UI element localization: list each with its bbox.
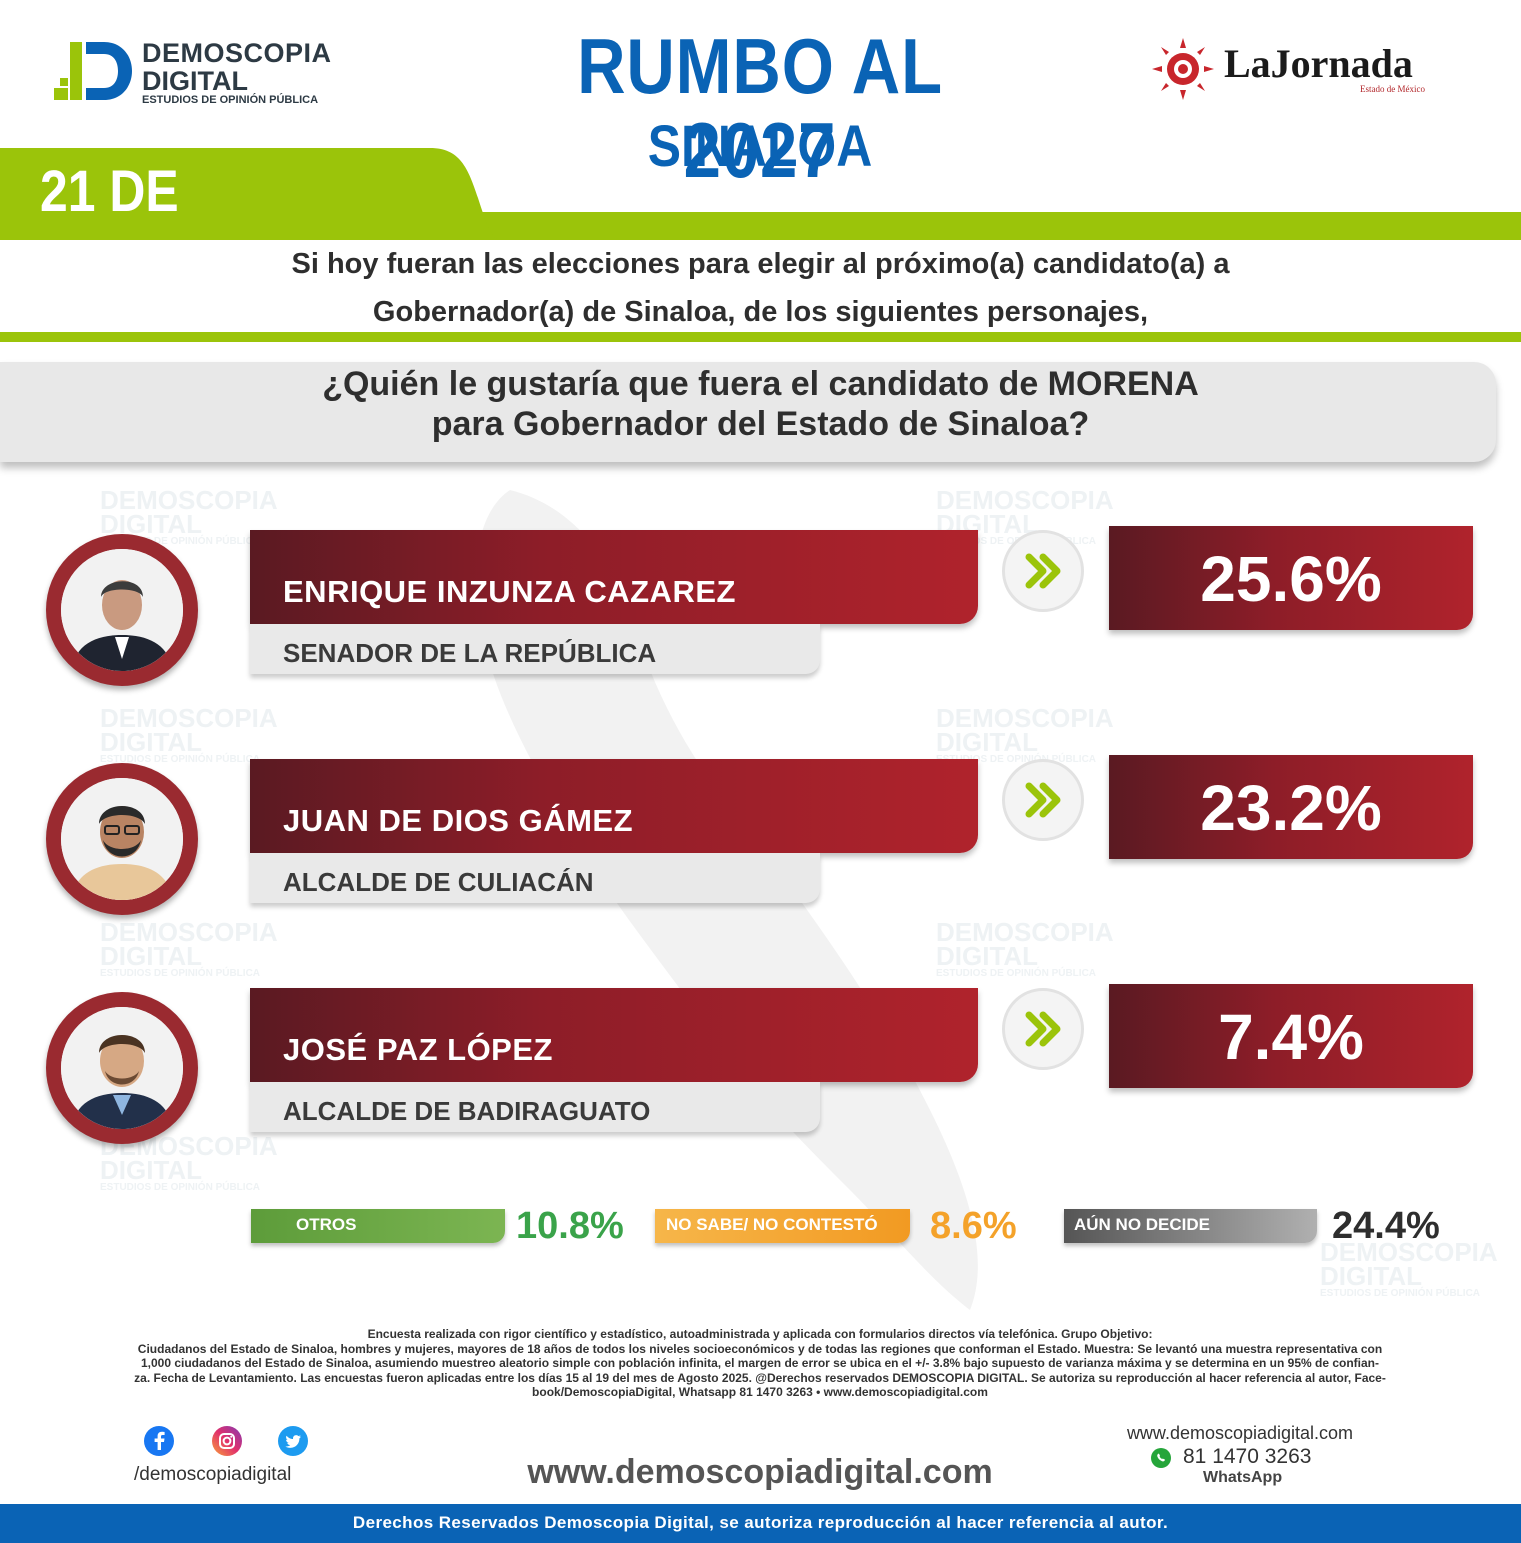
phone-number[interactable]: 81 1470 3263 xyxy=(1183,1445,1312,1468)
facebook-icon[interactable] xyxy=(144,1426,174,1456)
undecided-bar xyxy=(1064,1209,1317,1243)
intro-line: Si hoy fueran las elecciones para elegir… xyxy=(291,248,1230,280)
la-jornada-logo: LaJornada Estado de México xyxy=(1150,36,1450,104)
avatar xyxy=(46,534,198,686)
partner-name: LaJornada xyxy=(1224,41,1413,86)
logo-tagline: ESTUDIOS DE OPINIÓN PÚBLICA xyxy=(142,94,319,106)
double-chevron-icon xyxy=(1002,988,1084,1070)
person-photo-icon xyxy=(61,549,183,671)
candidate-name: ENRIQUE INZUNZA CAZAREZ xyxy=(283,574,736,609)
twitter-icon[interactable] xyxy=(278,1426,308,1456)
percentage-box xyxy=(1109,526,1473,630)
page-title: RUMBO AL 2027 xyxy=(577,22,943,194)
no-answer-bar xyxy=(655,1209,910,1243)
candidate-percentage: 25.6% xyxy=(1200,543,1382,615)
others-label: OTROS xyxy=(296,1215,357,1234)
note-line: 1,000 ciudadanos del Estado de Sinaloa, … xyxy=(140,1356,1380,1370)
question-box xyxy=(0,362,1496,462)
whatsapp-icon xyxy=(1151,1448,1171,1468)
double-chevron-icon xyxy=(1002,759,1084,841)
candidate-name-bar xyxy=(250,759,978,853)
percentage-box xyxy=(1109,984,1473,1088)
website-link-small[interactable]: www.demoscopiadigital.com xyxy=(1126,1423,1354,1443)
person-photo-icon xyxy=(61,778,183,900)
candidate-percentage: 7.4% xyxy=(1218,1001,1364,1073)
no-answer-label: NO SABE/ NO CONTESTÓ xyxy=(666,1215,878,1234)
social-links: /demoscopiadigital xyxy=(134,1426,340,1486)
green-divider xyxy=(0,332,1521,342)
methodology-note: Encuesta realizada con rigor científico … xyxy=(10,1327,1510,1400)
date-tab xyxy=(0,148,500,240)
candidate-role: SENADOR DE LA REPÚBLICA xyxy=(283,638,657,668)
others-value: 10.8% xyxy=(516,1205,624,1247)
question-line: ¿Quién le gustaría que fuera el candidat… xyxy=(322,365,1199,403)
note-line: Encuesta realizada con rigor científico … xyxy=(367,1327,1153,1341)
demoscopia-logo: DEMOSCOPIA DIGITAL ESTUDIOS DE OPINIÓN P… xyxy=(52,38,362,110)
question-text: ¿Quién le gustaría que fuera el candidat… xyxy=(0,364,1521,444)
person-photo-icon xyxy=(61,1007,183,1129)
partner-region: Estado de México xyxy=(1360,84,1425,94)
survey-date: 21 DE AGOSTO xyxy=(40,159,256,308)
candidate-name: JOSÉ PAZ LÓPEZ xyxy=(283,1032,553,1067)
candidate-role: ALCALDE DE BADIRAGUATO xyxy=(283,1096,651,1126)
candidate-name-bar xyxy=(250,530,978,624)
candidate-role-bar xyxy=(250,853,820,903)
candidate-role-bar xyxy=(250,1082,820,1132)
logo-subtitle: DIGITAL xyxy=(142,66,248,96)
candidate-name: JUAN DE DIOS GÁMEZ xyxy=(283,803,634,838)
undecided-label: AÚN NO DECIDE xyxy=(1074,1215,1211,1234)
question-line: para Gobernador del Estado de Sinaloa? xyxy=(431,405,1090,443)
candidate-role-bar xyxy=(250,624,820,674)
rights-text: Derechos Reservados Demoscopia Digital, … xyxy=(352,1513,1169,1532)
whatsapp-label: WhatsApp xyxy=(1203,1469,1283,1486)
candidate-name-bar xyxy=(250,988,978,1082)
avatar xyxy=(46,992,198,1144)
candidate-percentage: 23.2% xyxy=(1200,772,1382,844)
intro-text: Si hoy fueran las elecciones para elegir… xyxy=(0,240,1521,336)
others-bar xyxy=(251,1209,505,1243)
logo-title: DEMOSCOPIA xyxy=(142,38,332,68)
website-link[interactable]: www.demoscopiadigital.com xyxy=(527,1453,993,1491)
note-line: za. Fecha de Levantamiento. Las encuesta… xyxy=(134,1370,1386,1385)
candidate-row: JOSÉ PAZ LÓPEZ ALCALDE DE BADIRAGUATO 7.… xyxy=(0,984,1521,1178)
undecided-value: 24.4% xyxy=(1332,1205,1440,1247)
page-subtitle: SINALOA xyxy=(647,114,873,179)
double-chevron-icon xyxy=(1002,530,1084,612)
demoscopia-logo-icon xyxy=(54,42,132,100)
candidate-row: ENRIQUE INZUNZA CAZAREZ SENADOR DE LA RE… xyxy=(0,526,1521,720)
note-line: Ciudadanos del Estado de Sinaloa, hombre… xyxy=(137,1341,1383,1356)
no-answer-value: 8.6% xyxy=(930,1205,1017,1247)
intro-line: Gobernador(a) de Sinaloa, de los siguien… xyxy=(372,296,1149,328)
sun-emblem-icon xyxy=(1152,38,1214,100)
candidate-row: JUAN DE DIOS GÁMEZ ALCALDE DE CULIACÁN 2… xyxy=(0,755,1521,949)
avatar xyxy=(46,763,198,915)
candidate-role: ALCALDE DE CULIACÁN xyxy=(283,867,594,897)
percentage-box xyxy=(1109,755,1473,859)
social-handle[interactable]: /demoscopiadigital xyxy=(134,1464,292,1485)
footer-band xyxy=(0,1504,1521,1543)
note-line: book/DemoscopiaDigital, Whatsapp 81 1470… xyxy=(532,1385,988,1399)
instagram-icon[interactable] xyxy=(212,1426,242,1456)
